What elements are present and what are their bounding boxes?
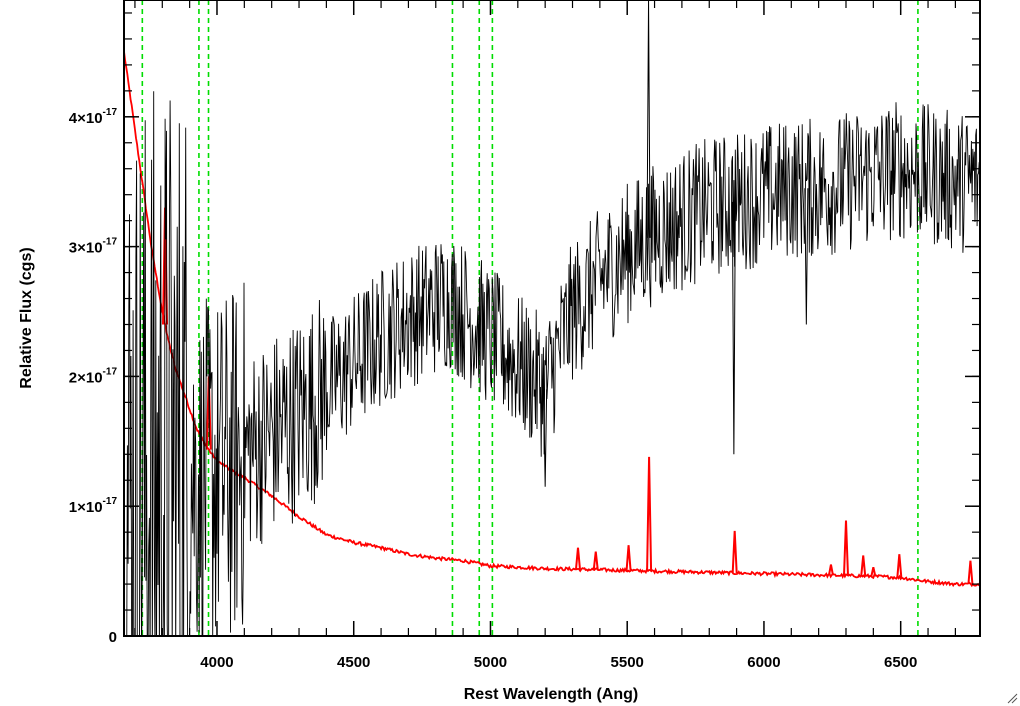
error-spike-10 (870, 566, 877, 577)
x-tick-label-1: 4500 (337, 654, 370, 671)
y-tick-mantissa-2: 2×10 (69, 369, 103, 386)
x-tick-label-5: 6500 (884, 654, 917, 671)
plot-axes (123, 0, 981, 637)
y-tick-label-3: 3×10-17 (69, 237, 118, 257)
y-tick-exponent-2: -17 (103, 366, 118, 377)
x-tick-labels: 4000 4500 5000 5500 6000 6500 (200, 654, 917, 671)
y-axis-label: Relative Flux (cgs) (18, 247, 35, 388)
error-spike-2 (574, 547, 581, 570)
y-tick-mantissa-0: 0 (109, 629, 117, 646)
plot-frame (123, 0, 981, 637)
x-tick-label-3: 5500 (611, 654, 644, 671)
y-tick-mantissa-3: 3×10 (69, 240, 103, 257)
y-tick-label-2: 2×10-17 (69, 366, 118, 386)
error-spike-7 (827, 564, 834, 576)
x-tick-label-4: 6000 (747, 654, 780, 671)
y-tick-mantissa-4: 4×10 (69, 110, 103, 127)
emission-line-markers (141, 0, 919, 636)
error-spike-6 (731, 530, 738, 574)
y-tick-label-1: 1×10-17 (69, 496, 118, 516)
resize-grip-icon[interactable] (1006, 692, 1018, 704)
spectrum-feature-1 (731, 201, 736, 455)
y-tick-labels: 01×10-172×10-173×10-174×10-17 (69, 107, 118, 646)
error-spike-5 (646, 456, 653, 571)
error-spike-11 (896, 554, 903, 578)
flux-spectrum (126, 0, 980, 636)
error-spike-8 (842, 520, 849, 576)
error-spike-9 (860, 555, 867, 577)
error-spike-3 (592, 551, 599, 570)
y-tick-exponent-1: -17 (103, 496, 118, 507)
x-tick-label-2: 5000 (474, 654, 507, 671)
y-tick-label-4: 4×10-17 (69, 107, 118, 127)
spectrum-feature-2 (804, 188, 809, 325)
error-spectrum (124, 51, 980, 588)
error-spike-4 (625, 545, 632, 571)
y-tick-exponent-4: -17 (103, 107, 118, 118)
y-tick-label-0: 0 (109, 629, 117, 646)
y-tick-mantissa-1: 1×10 (69, 499, 103, 516)
x-tick-label-0: 4000 (200, 654, 233, 671)
error-line (124, 51, 980, 588)
x-axis-label: Rest Wavelength (Ang) (464, 686, 639, 703)
y-tick-exponent-3: -17 (103, 237, 118, 248)
spectrum-feature-0 (646, 0, 651, 238)
spectrum-feature-3 (543, 389, 548, 487)
error-spike-12 (967, 560, 974, 585)
spectrum-line (126, 91, 980, 636)
